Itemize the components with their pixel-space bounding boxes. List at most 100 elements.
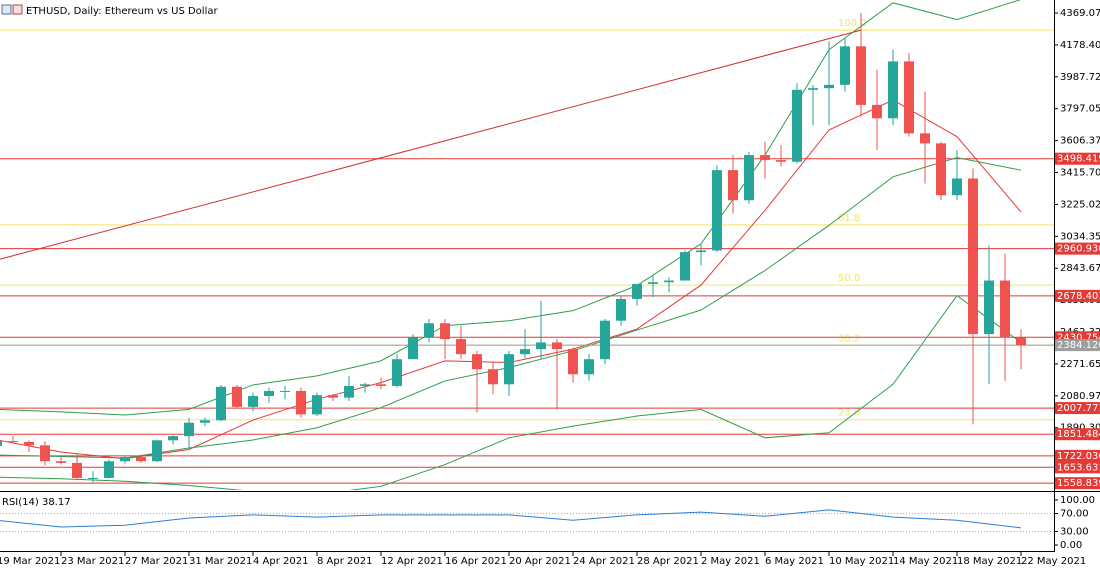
level-label: 2960.930 xyxy=(1057,244,1100,255)
x-tick-label: 20 Apr 2021 xyxy=(509,556,571,567)
rsi-tick-label: 0.00 xyxy=(1060,540,1082,551)
candle-body xyxy=(472,354,482,370)
toolbar-icons xyxy=(1,4,23,15)
level-label: 2007.771 xyxy=(1057,403,1100,414)
fib-label: 50.0 xyxy=(838,273,860,284)
y-tick-label: 3606.375 xyxy=(1060,136,1100,147)
last-price-label: 2384.120 xyxy=(1057,340,1100,351)
level-label: 1722.036 xyxy=(1057,451,1100,462)
candle-body xyxy=(168,436,178,441)
candle-body xyxy=(1016,337,1026,346)
candle-body xyxy=(152,440,162,462)
candle-body xyxy=(216,386,226,421)
candle-body xyxy=(952,178,962,196)
level-box xyxy=(1055,242,1100,255)
candle-body xyxy=(56,461,66,463)
trendline xyxy=(0,29,862,260)
candle-body xyxy=(120,457,130,462)
level-label: 1653.631 xyxy=(1057,462,1100,473)
candle-body xyxy=(200,420,210,423)
candle-body xyxy=(440,323,450,340)
candle-body xyxy=(24,441,34,446)
level-label: 2678.403 xyxy=(1057,291,1100,302)
candle-body xyxy=(920,133,930,144)
icon xyxy=(1,4,12,15)
candle-body xyxy=(552,342,562,350)
level-label: 1851.484 xyxy=(1057,429,1100,440)
y-tick-label: 4369.075 xyxy=(1060,8,1100,19)
x-tick-label: 18 May 2021 xyxy=(957,556,1022,567)
y-tick-label: 2271.650 xyxy=(1060,359,1100,370)
level-label: 2430.754 xyxy=(1057,332,1100,343)
candle-body xyxy=(632,283,642,299)
fib-label: 61.8 xyxy=(838,213,860,224)
indicator-line xyxy=(0,0,1022,416)
rsi-tick-label: 100.00 xyxy=(1060,495,1095,506)
candle-body xyxy=(1000,280,1010,338)
candle-body xyxy=(856,46,866,105)
x-tick-label: 28 Apr 2021 xyxy=(637,556,699,567)
candle-body xyxy=(888,61,898,119)
fib-label: 23.6 xyxy=(838,408,860,419)
candle-body xyxy=(792,89,802,162)
candle-body xyxy=(776,160,786,162)
icon xyxy=(12,4,23,15)
x-tick-label: 27 Mar 2021 xyxy=(125,556,188,567)
candle-body xyxy=(232,386,242,407)
level-box xyxy=(1055,402,1100,415)
fib-label: 100.0 xyxy=(838,18,867,29)
level-box xyxy=(1055,152,1100,165)
rsi-title: RSI(14) 38.17 xyxy=(2,497,71,508)
x-tick-label: 24 Apr 2021 xyxy=(573,556,635,567)
last-price-box xyxy=(1055,339,1100,352)
candle-body xyxy=(936,143,946,196)
y-tick-label: 3034.350 xyxy=(1060,231,1100,242)
x-tick-label: 23 Mar 2021 xyxy=(61,556,124,567)
candle-body xyxy=(296,390,306,415)
y-tick-label: 3797.050 xyxy=(1060,104,1100,115)
level-label: 3498.419 xyxy=(1057,154,1100,165)
candle-body xyxy=(664,280,674,283)
fib-label: 38.2 xyxy=(838,333,860,344)
candle-body xyxy=(728,170,738,201)
candle-body xyxy=(88,477,98,479)
candle-body xyxy=(760,155,770,161)
candle-body xyxy=(536,342,546,350)
candle-body xyxy=(872,104,882,119)
x-tick-label: 22 May 2021 xyxy=(1021,556,1086,567)
candle-body xyxy=(328,395,338,398)
y-tick-label: 4178.400 xyxy=(1060,40,1100,51)
y-tick-label: 3225.025 xyxy=(1060,199,1100,210)
level-label: 1558.839 xyxy=(1057,478,1100,489)
y-tick-label: 2843.675 xyxy=(1060,263,1100,274)
level-box xyxy=(1055,289,1100,302)
x-tick-label: 14 May 2021 xyxy=(893,556,958,567)
level-box xyxy=(1055,477,1100,490)
candle-body xyxy=(408,337,418,360)
candle-body xyxy=(184,422,194,437)
x-tick-label: 31 Mar 2021 xyxy=(189,556,252,567)
candle-body xyxy=(824,84,834,89)
candle-body xyxy=(392,359,402,386)
x-tick-label: 6 May 2021 xyxy=(765,556,824,567)
rsi-line xyxy=(0,509,1022,529)
chart-title: ETHUSD, Daily: Ethereum vs US Dollar xyxy=(26,6,218,17)
candle-body xyxy=(504,354,514,385)
candle-body xyxy=(984,280,994,335)
candle-body xyxy=(8,441,18,443)
candle-body xyxy=(904,61,914,134)
x-tick-label: 16 Apr 2021 xyxy=(445,556,507,567)
candle-body xyxy=(520,349,530,355)
y-tick-label: 2080.975 xyxy=(1060,391,1100,402)
level-box xyxy=(1055,449,1100,462)
candle-body xyxy=(744,155,754,201)
y-tick-label: 3415.700 xyxy=(1060,168,1100,179)
x-tick-label: 8 Apr 2021 xyxy=(317,556,372,567)
candle-body xyxy=(808,88,818,90)
candle-body xyxy=(248,395,258,407)
candle-body xyxy=(344,385,354,398)
candle-body xyxy=(0,441,2,446)
indicator-line xyxy=(0,294,1022,490)
